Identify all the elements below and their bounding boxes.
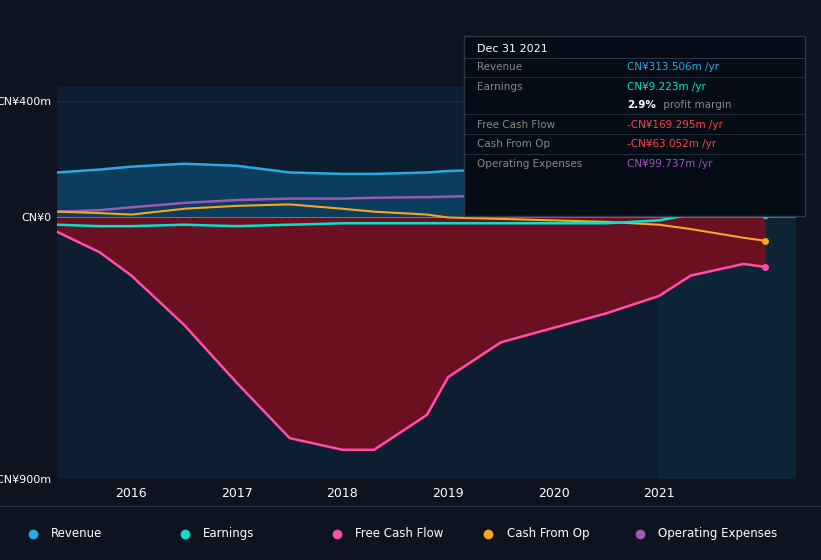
Text: Cash From Op: Cash From Op: [507, 527, 589, 540]
Text: CN¥99.737m /yr: CN¥99.737m /yr: [627, 159, 713, 169]
Bar: [659, 87, 796, 479]
FancyBboxPatch shape: [464, 36, 805, 216]
Text: Free Cash Flow: Free Cash Flow: [355, 527, 443, 540]
Text: Revenue: Revenue: [478, 62, 523, 72]
Text: Dec 31 2021: Dec 31 2021: [478, 44, 548, 54]
Text: Operating Expenses: Operating Expenses: [478, 159, 583, 169]
Text: -CN¥169.295m /yr: -CN¥169.295m /yr: [627, 120, 723, 130]
Text: CN¥313.506m /yr: CN¥313.506m /yr: [627, 62, 719, 72]
Text: Operating Expenses: Operating Expenses: [658, 527, 777, 540]
Text: -CN¥63.052m /yr: -CN¥63.052m /yr: [627, 139, 717, 150]
Text: Earnings: Earnings: [203, 527, 255, 540]
Text: Free Cash Flow: Free Cash Flow: [478, 120, 556, 130]
Text: Cash From Op: Cash From Op: [478, 139, 551, 150]
Text: CN¥9.223m /yr: CN¥9.223m /yr: [627, 82, 706, 92]
Text: Earnings: Earnings: [478, 82, 523, 92]
Text: 2.9%: 2.9%: [627, 100, 656, 110]
Text: Revenue: Revenue: [51, 527, 103, 540]
Text: profit margin: profit margin: [660, 100, 732, 110]
